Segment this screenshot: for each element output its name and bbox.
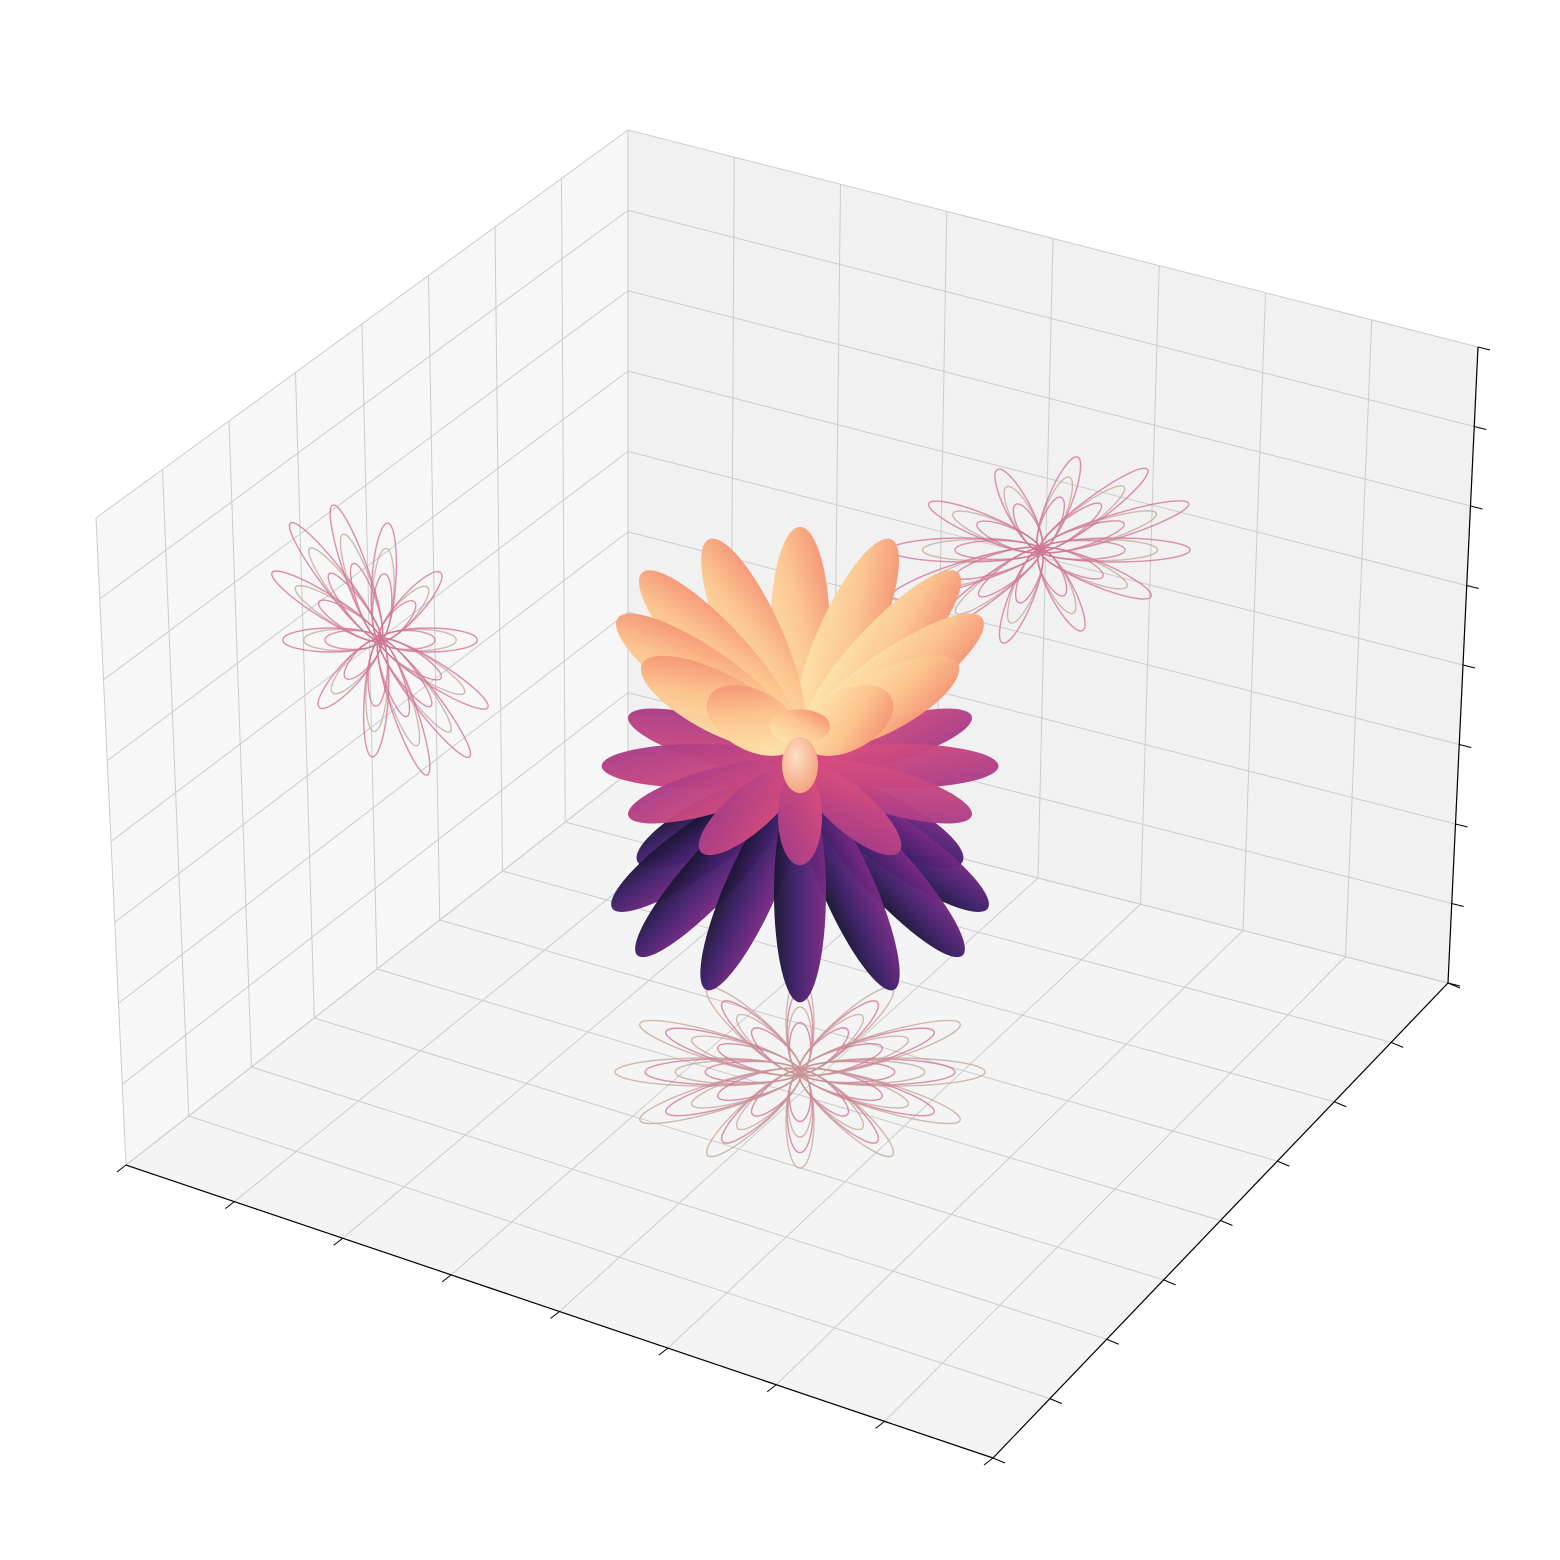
- grid-line: [775, 930, 1244, 1386]
- center-bulb: [782, 737, 818, 793]
- y-tick: [1220, 1220, 1233, 1226]
- grid-line: [627, 370, 1467, 586]
- petal-middle: [698, 765, 800, 856]
- y-tick: [1163, 1279, 1176, 1286]
- grid-line: [627, 209, 1475, 427]
- petal-middle: [800, 765, 902, 856]
- projection-yz-left-wall: [271, 504, 489, 776]
- x-tick: [875, 1420, 885, 1429]
- x-tick: [225, 1201, 235, 1210]
- grid-line: [1140, 265, 1160, 905]
- x-tick: [441, 1274, 452, 1283]
- z-tick: [1462, 664, 1476, 669]
- projection-xz-right-wall: [889, 456, 1191, 644]
- projection-ellipse: [799, 1019, 961, 1077]
- y-tick: [1334, 1101, 1347, 1108]
- x-tick: [766, 1384, 777, 1393]
- petal-middle: [778, 768, 822, 866]
- z-tick: [1477, 346, 1491, 351]
- grid-line: [561, 178, 566, 823]
- grid-line: [95, 129, 629, 519]
- petal-lower: [700, 782, 804, 991]
- grid-line: [627, 290, 1471, 507]
- y-tick: [992, 1457, 1006, 1464]
- x-tick: [658, 1347, 669, 1356]
- grid-line: [103, 290, 629, 681]
- petal-middle: [627, 759, 796, 824]
- projection-ellipse: [1039, 500, 1190, 554]
- y-tick: [1277, 1160, 1290, 1167]
- grid-line: [494, 226, 503, 872]
- grid-line: [667, 903, 1141, 1349]
- grid-line: [99, 209, 629, 600]
- z-tick: [1451, 903, 1464, 907]
- petal-upper: [706, 685, 800, 756]
- petal-upper: [770, 709, 830, 745]
- y-tick: [1390, 1041, 1404, 1048]
- z-tick: [1470, 505, 1483, 510]
- grid-line: [627, 129, 1479, 348]
- x-tick: [550, 1311, 560, 1319]
- y-tick: [1106, 1338, 1119, 1345]
- grid-line: [428, 275, 441, 921]
- grid-line: [106, 370, 629, 762]
- projection-ellipse: [378, 570, 443, 642]
- petal-upper: [800, 685, 894, 756]
- grid-line: [376, 968, 1221, 1221]
- y-tick: [1447, 982, 1461, 989]
- x-tick: [983, 1457, 994, 1466]
- grid-line: [884, 956, 1346, 1422]
- y-tick: [1049, 1398, 1063, 1405]
- z-tick: [1474, 426, 1487, 430]
- grid-line: [110, 451, 629, 842]
- axis-ticks: [116, 346, 1491, 1466]
- z-tick: [1455, 823, 1468, 828]
- z-tick: [1466, 585, 1479, 589]
- grid-line: [1345, 319, 1373, 957]
- z-tick: [1459, 744, 1472, 748]
- petal-lower: [796, 782, 900, 991]
- x-tick: [333, 1237, 344, 1246]
- grid-line: [1242, 292, 1266, 931]
- surface-flower: [601, 527, 999, 1003]
- grid-line: [502, 870, 1335, 1103]
- x-tick: [116, 1164, 127, 1173]
- petal-middle: [804, 759, 973, 824]
